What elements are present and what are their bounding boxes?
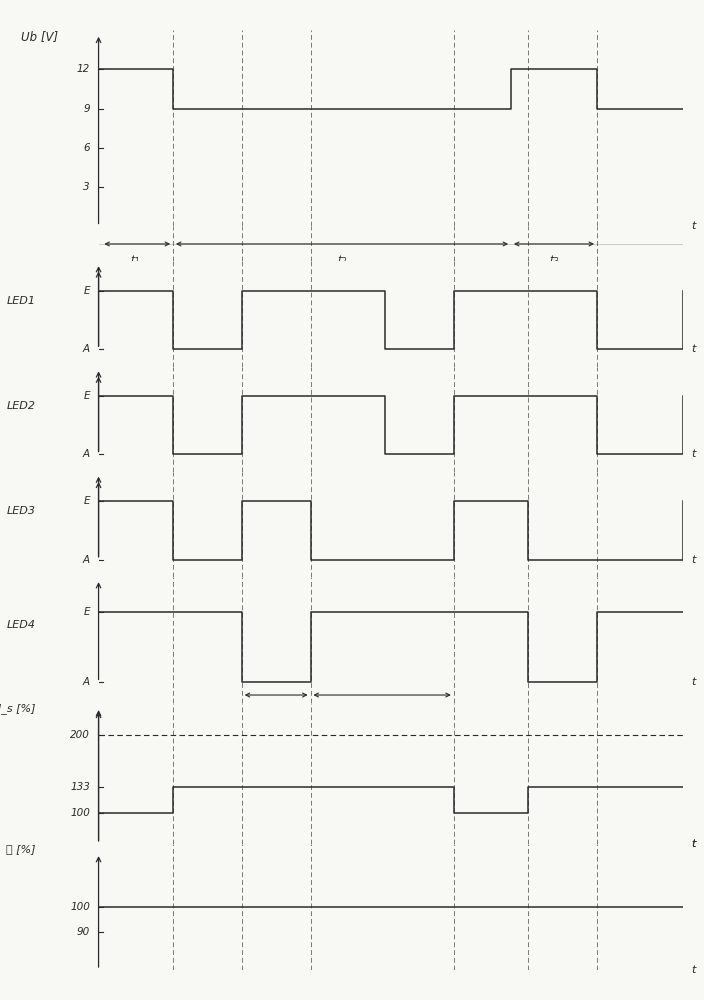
Text: $T$: $T$ — [377, 701, 387, 713]
Text: E: E — [84, 391, 90, 401]
Text: E: E — [84, 286, 90, 296]
Text: 90: 90 — [77, 927, 90, 937]
Text: 6: 6 — [83, 143, 90, 153]
Text: E: E — [84, 496, 90, 506]
Text: I_s [%]: I_s [%] — [0, 703, 35, 714]
Text: t: t — [691, 449, 696, 459]
Text: $t_1$: $t_1$ — [130, 254, 141, 267]
Text: t: t — [691, 221, 696, 231]
Text: t: t — [691, 839, 696, 849]
Text: t: t — [691, 839, 696, 849]
Text: 133: 133 — [70, 782, 90, 792]
Text: A: A — [83, 344, 90, 354]
Text: LED1: LED1 — [6, 296, 35, 306]
Text: A: A — [83, 677, 90, 687]
Text: 3: 3 — [83, 182, 90, 192]
Text: 100: 100 — [70, 808, 90, 818]
Text: A: A — [83, 555, 90, 565]
Text: LED2: LED2 — [6, 401, 35, 411]
Text: A: A — [83, 449, 90, 459]
Text: t: t — [691, 555, 696, 565]
Text: t: t — [691, 677, 696, 687]
Text: $\tau$: $\tau$ — [272, 701, 280, 711]
Text: t: t — [691, 344, 696, 354]
Text: 200: 200 — [70, 730, 90, 740]
Text: $t_2$: $t_2$ — [337, 254, 347, 267]
Text: Ub [V]: Ub [V] — [21, 30, 58, 43]
Text: 光 [%]: 光 [%] — [6, 844, 35, 854]
Text: 12: 12 — [77, 64, 90, 74]
Text: LED3: LED3 — [6, 506, 35, 516]
Text: 100: 100 — [70, 902, 90, 912]
Text: t: t — [691, 965, 696, 975]
Text: $t_3$: $t_3$ — [548, 254, 559, 267]
Text: E: E — [84, 607, 90, 617]
Text: LED4: LED4 — [6, 620, 35, 630]
Text: 9: 9 — [83, 104, 90, 114]
